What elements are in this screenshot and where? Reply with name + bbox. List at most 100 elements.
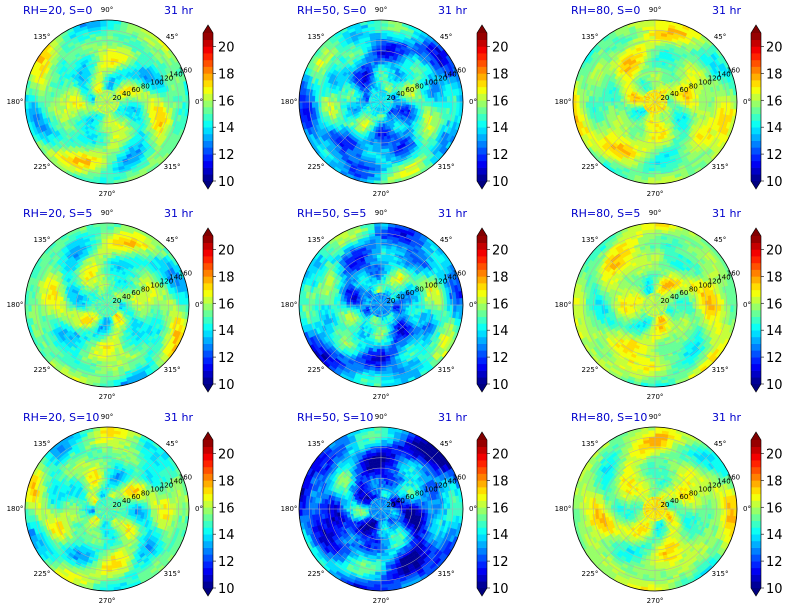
contour-cell bbox=[99, 22, 108, 27]
contour-cell bbox=[689, 98, 694, 103]
contour-cell bbox=[320, 101, 325, 108]
contour-cell bbox=[106, 152, 112, 156]
contour-cell bbox=[380, 152, 386, 156]
contour-cell bbox=[104, 123, 108, 128]
contour-cell bbox=[342, 98, 347, 103]
angular-tick-label: 0° bbox=[195, 98, 203, 106]
contour-cell bbox=[604, 97, 609, 103]
contour-cell bbox=[101, 35, 108, 40]
contour-cell bbox=[99, 177, 108, 182]
contour-cell bbox=[144, 98, 149, 103]
contour-cell bbox=[308, 95, 313, 103]
contour-cell bbox=[650, 145, 656, 150]
contour-cell bbox=[613, 101, 618, 106]
contour-cell bbox=[374, 167, 382, 172]
radial-tick-label: 80 bbox=[141, 82, 150, 90]
contour-cell bbox=[374, 132, 379, 137]
angular-tick-label: 225° bbox=[308, 163, 325, 171]
contour-cell bbox=[376, 142, 382, 147]
contour-cell bbox=[380, 76, 384, 81]
contour-cell bbox=[695, 101, 700, 107]
contour-cell bbox=[375, 164, 382, 169]
contour-cell bbox=[34, 95, 39, 103]
contour-cell bbox=[375, 129, 379, 134]
contour-cell bbox=[418, 101, 423, 106]
contour-cell bbox=[106, 177, 115, 182]
contour-cell bbox=[380, 167, 388, 172]
contour-cell bbox=[342, 101, 347, 106]
contour-cell bbox=[679, 101, 684, 105]
contour-cell bbox=[685, 104, 690, 109]
contour-cell bbox=[431, 101, 435, 107]
contour-cell bbox=[686, 101, 690, 106]
contour-cell bbox=[56, 101, 61, 107]
contour-cell bbox=[103, 60, 108, 65]
contour-cell bbox=[102, 148, 108, 153]
contour-cell bbox=[106, 48, 112, 52]
contour-cell bbox=[654, 142, 660, 147]
contour-cell bbox=[427, 101, 432, 107]
contour-cell bbox=[106, 29, 114, 34]
contour-cell bbox=[100, 132, 105, 137]
contour-cell bbox=[654, 76, 658, 81]
contour-cell bbox=[106, 35, 113, 40]
contour-cell bbox=[53, 101, 57, 107]
contour-cell bbox=[308, 101, 313, 109]
contour-cell bbox=[327, 101, 331, 107]
contour-cell bbox=[106, 158, 113, 163]
polar-panel: 20 40 60 80 10012014016090°45°0°315°270°225°… bbox=[555, 4, 751, 198]
contour-cell bbox=[380, 139, 385, 144]
contour-cell bbox=[421, 101, 426, 107]
angular-tick-label: 90° bbox=[101, 6, 113, 14]
contour-cell bbox=[620, 101, 624, 106]
contour-cell bbox=[650, 48, 656, 52]
contour-cell bbox=[330, 101, 335, 107]
contour-cell bbox=[101, 155, 108, 159]
contour-cell bbox=[648, 132, 653, 137]
contour-cell bbox=[623, 96, 628, 100]
panel-title: RH=50, S=0 bbox=[297, 4, 366, 17]
contour-cell bbox=[179, 95, 183, 103]
contour-cell bbox=[169, 96, 174, 103]
contour-cell bbox=[106, 67, 111, 71]
contour-cell bbox=[686, 98, 690, 103]
contour-cell bbox=[50, 96, 54, 103]
contour-cell bbox=[134, 104, 139, 108]
contour-cell bbox=[626, 99, 631, 103]
contour-cell bbox=[651, 60, 656, 65]
contour-cell bbox=[65, 98, 70, 103]
contour-cell bbox=[375, 41, 382, 46]
contour-cell bbox=[153, 97, 158, 103]
contour-cell bbox=[654, 73, 658, 78]
contour-cell bbox=[650, 54, 656, 59]
contour-cell bbox=[409, 101, 413, 105]
contour-cell bbox=[380, 26, 388, 30]
contour-cell bbox=[37, 95, 42, 103]
contour-cell bbox=[657, 67, 662, 72]
contour-cell bbox=[377, 60, 382, 65]
contour-cell bbox=[383, 67, 388, 72]
contour-cell bbox=[336, 101, 341, 107]
angular-tick-label: 180° bbox=[281, 98, 298, 106]
contour-cell bbox=[378, 123, 382, 128]
panel-title: RH=20, S=0 bbox=[23, 4, 92, 17]
contour-cell bbox=[380, 73, 384, 78]
contour-cell bbox=[147, 97, 152, 103]
contour-cell bbox=[373, 177, 382, 182]
polar-panel: 20 40 60 80 10012014016090°45°0°315°270°225°… bbox=[7, 4, 203, 198]
radial-tick-label: 40 bbox=[122, 90, 131, 98]
contour-cell bbox=[380, 32, 388, 37]
contour-cell bbox=[106, 41, 113, 46]
contour-cell bbox=[380, 142, 386, 147]
contour-cell bbox=[336, 97, 341, 103]
angular-tick-label: 315° bbox=[164, 163, 181, 171]
contour-cell bbox=[449, 95, 454, 103]
contour-cell bbox=[72, 98, 76, 103]
contour-cell bbox=[604, 101, 609, 107]
contour-cell bbox=[182, 101, 187, 110]
contour-cell bbox=[408, 104, 413, 108]
contour-cell bbox=[424, 97, 429, 103]
contour-cell bbox=[456, 94, 461, 103]
polar-panel: 20 40 60 80 10012014016090°45°0°315°270°225°… bbox=[281, 4, 477, 198]
